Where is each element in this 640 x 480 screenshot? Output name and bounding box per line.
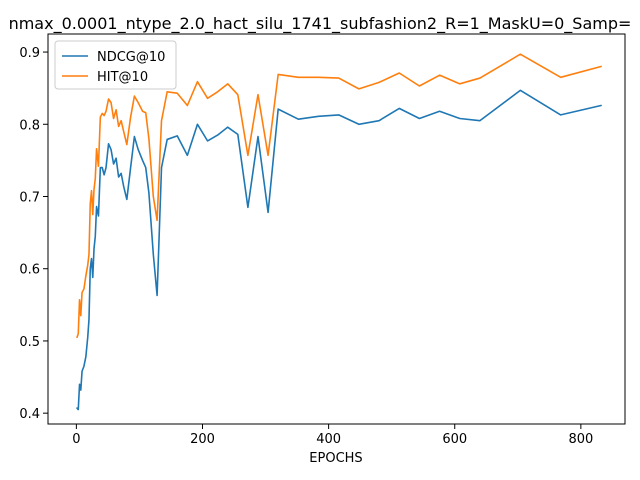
series-layer: [76, 53, 602, 411]
x-tick-label: 200: [190, 432, 215, 447]
y-tick-label: 0.6: [19, 263, 40, 278]
y-tick-label: 0.5: [19, 335, 40, 350]
x-tick-label: 800: [568, 432, 593, 447]
legend: NDCG@10 HIT@10: [54, 40, 177, 90]
y-axis: 0.4 0.5 0.6 0.7 0.8 0.9: [19, 46, 48, 422]
y-tick-label: 0.4: [19, 407, 40, 422]
x-tick-label: 600: [442, 432, 467, 447]
x-tick-label: 0: [72, 432, 80, 447]
legend-box: [54, 40, 177, 90]
series-line-ndcg-10: [76, 89, 602, 411]
x-axis: 0 200 400 600 800: [72, 424, 593, 447]
chart-title: nmax_0.0001_ntype_2.0_hact_silu_1741_sub…: [9, 14, 632, 34]
x-axis-label: EPOCHS: [309, 451, 362, 466]
y-tick-label: 0.8: [19, 118, 40, 133]
legend-label-hit: HIT@10: [97, 70, 148, 85]
x-tick-label: 400: [316, 432, 341, 447]
y-tick-label: 0.9: [19, 46, 40, 61]
series-line-hit-10: [76, 53, 602, 339]
plot-frame: [47, 33, 626, 425]
legend-label-ndcg: NDCG@10: [97, 50, 165, 65]
y-tick-label: 0.7: [19, 191, 40, 206]
